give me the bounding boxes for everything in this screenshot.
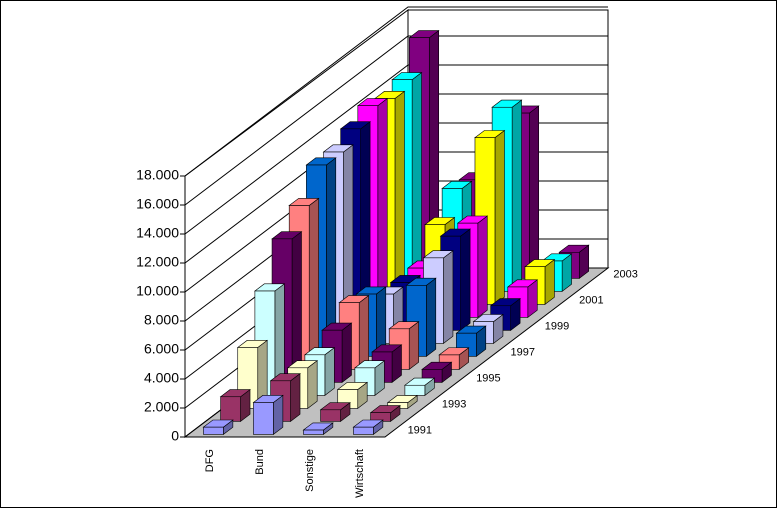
bar-side-shade: [527, 279, 538, 318]
bar-side-shade: [424, 378, 435, 396]
bar-side-shade: [429, 30, 439, 279]
bar-side-shade: [460, 229, 471, 331]
bar-side-shade: [240, 389, 251, 422]
bar-side-shade: [494, 130, 505, 305]
y-tick-label: 4.000: [144, 370, 179, 386]
depth-label: 2003: [613, 268, 637, 280]
bar-side-shade: [442, 362, 452, 383]
bar: [303, 347, 336, 397]
bar-side-shade: [309, 198, 319, 370]
bar-side-shade: [512, 100, 522, 292]
bar-side-shade: [373, 420, 383, 435]
bar-front: [203, 426, 224, 435]
bar-side-shade: [477, 216, 488, 318]
grid-line: [184, 64, 608, 235]
x-tick-label: Wirtschaft: [354, 449, 366, 498]
labels: 0 2.000 4.000 6.000 8.000 10.000 12.000 14.000 1…: [136, 167, 638, 498]
bar: [336, 381, 369, 410]
bar-side-shade: [340, 402, 351, 422]
bar-side-shade: [324, 347, 335, 396]
bar: [202, 419, 234, 436]
grid-line: [184, 6, 608, 177]
bar-side-shade: [307, 360, 318, 409]
depth-label: 1991: [408, 424, 432, 436]
bar-side-shade: [443, 250, 453, 344]
y-tick-label: 10.000: [136, 283, 179, 299]
bar-front: [253, 402, 274, 435]
y-tick-label: 0: [171, 428, 179, 444]
bar-front: [220, 396, 241, 422]
bar-side-shade: [562, 253, 572, 292]
bar-side-shade: [426, 278, 436, 357]
bar-front: [353, 426, 374, 435]
y-tick-label: 2.000: [144, 399, 179, 415]
x-tick-label: Sonstige: [304, 449, 316, 492]
bar: [352, 419, 384, 436]
bar-side-shade: [376, 286, 386, 357]
bar-side-shade: [374, 360, 385, 396]
grid-line: [184, 35, 608, 206]
bar-front: [303, 429, 324, 435]
bar-side-shade: [357, 382, 368, 409]
bar-side-shade: [342, 323, 352, 383]
bar-side-shade: [323, 422, 333, 435]
bar-side-shade: [390, 405, 401, 422]
x-tick-label: Bund: [254, 449, 266, 475]
bar-side-shade: [510, 298, 521, 331]
bar-side-shade: [223, 420, 233, 435]
y-tick-label: 6.000: [144, 341, 179, 357]
bar-side-shade: [544, 259, 555, 305]
bar: [455, 325, 487, 358]
bar-side-shade: [493, 314, 503, 344]
bar-side-shade: [343, 144, 353, 344]
bar: [219, 388, 251, 423]
bar: [369, 404, 401, 423]
bar-side-shade: [326, 157, 336, 357]
bar: [319, 402, 351, 423]
y-tick-label: 18.000: [136, 167, 179, 183]
y-tick-label: 16.000: [136, 196, 179, 212]
bar-side-shade: [360, 121, 371, 331]
bar-front: [404, 384, 426, 396]
bar: [252, 394, 284, 436]
bar-side-shade: [273, 395, 283, 435]
depth-label: 1993: [442, 398, 466, 410]
bar-side-shade: [579, 245, 589, 279]
bar-side-shade: [359, 295, 369, 370]
bar: [269, 373, 301, 423]
depth-label: 1997: [511, 346, 535, 358]
bar-side-shade: [409, 321, 419, 370]
y-tick-label: 12.000: [136, 254, 179, 270]
bar-side-shade: [394, 91, 405, 305]
x-tick-label: DFG: [204, 449, 216, 472]
depth-label: 2001: [579, 294, 603, 306]
y-tick-label: 14.000: [136, 225, 179, 241]
bars: [202, 29, 590, 436]
bar-front: [320, 409, 341, 422]
bar-side-shade: [476, 326, 486, 357]
bar: [302, 422, 334, 436]
bar-side-shade: [392, 344, 402, 383]
bar-side-shade: [274, 283, 285, 396]
bar-side-shade: [407, 395, 418, 409]
depth-label: 1999: [545, 320, 569, 332]
bar-side-shade: [257, 340, 268, 409]
bar-side-shade: [292, 231, 302, 383]
bar-side-shade: [412, 72, 422, 292]
bar-side-shade: [290, 373, 301, 422]
y-tick-label: 8.000: [144, 312, 179, 328]
bar-side-shade: [529, 105, 539, 279]
depth-label: 1995: [476, 372, 500, 384]
bar-side-shade: [377, 98, 388, 318]
